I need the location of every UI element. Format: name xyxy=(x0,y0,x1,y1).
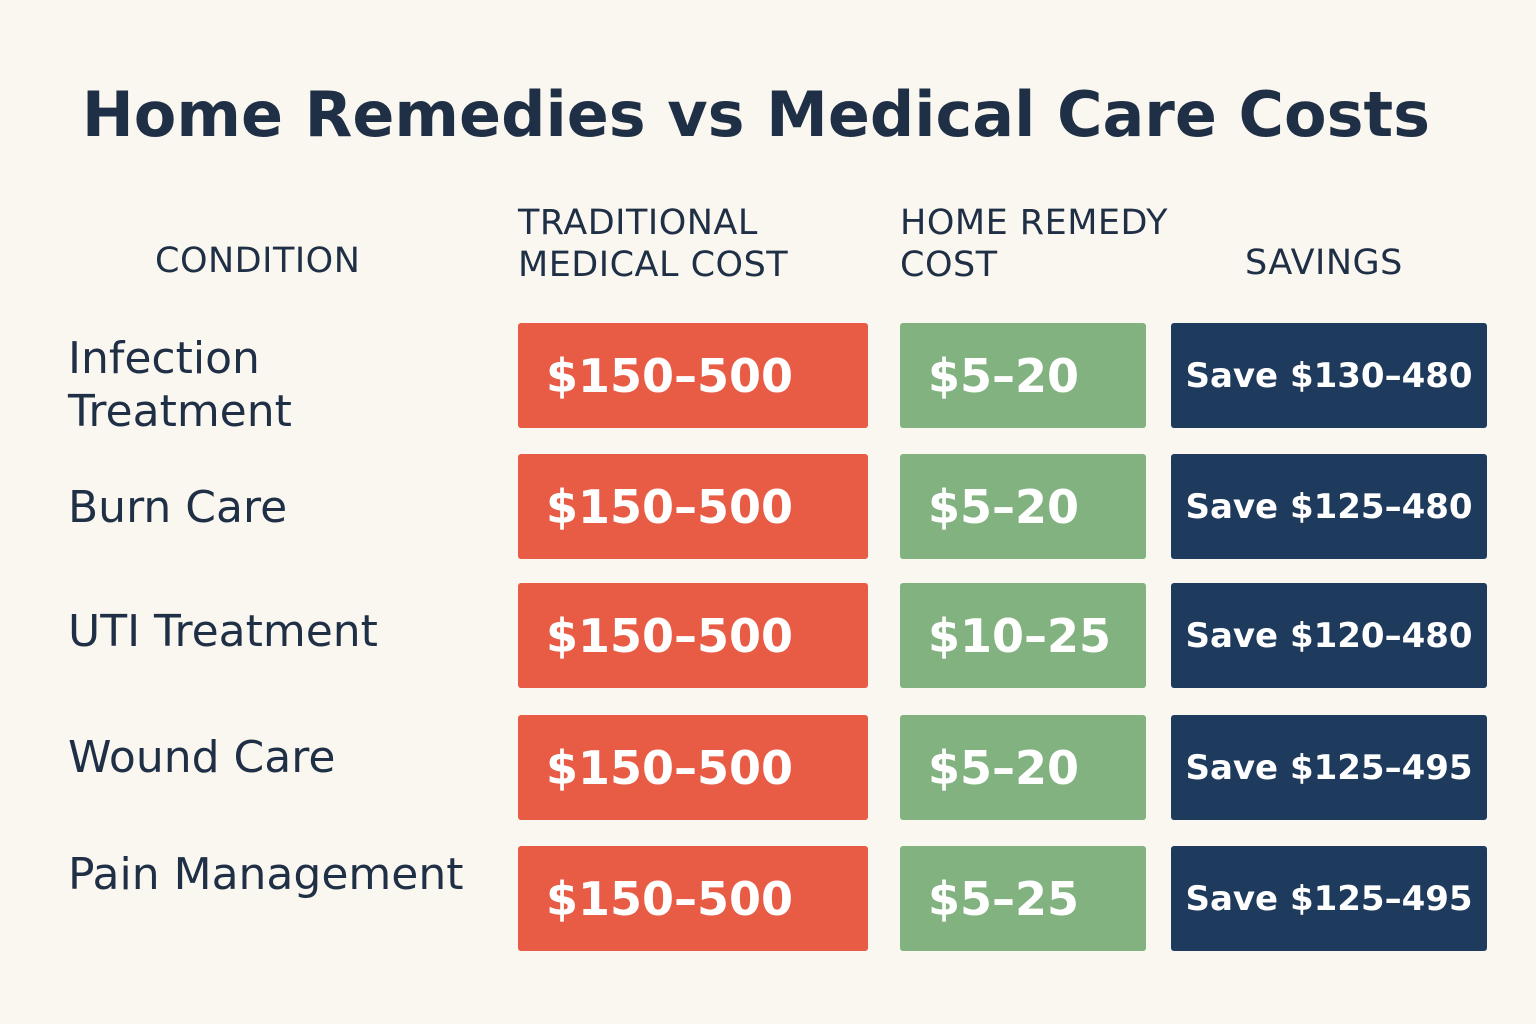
condition-label: UTI Treatment xyxy=(68,606,378,657)
home-remedy-cost-cell: $10–25 xyxy=(900,583,1146,688)
condition-label: Pain Management xyxy=(68,849,464,900)
column-header-home-remedy-cost: HOME REMEDY COST xyxy=(900,203,1168,285)
savings-cell: Save $120–480 xyxy=(1171,583,1487,688)
medical-cost-cell: $150–500 xyxy=(518,846,868,951)
savings-cell: Save $125–495 xyxy=(1171,846,1487,951)
column-header-condition: CONDITION xyxy=(155,241,361,281)
home-remedy-cost-cell: $5–20 xyxy=(900,454,1146,559)
column-header-medical-cost: TRADITIONAL MEDICAL COST xyxy=(518,203,789,285)
home-remedy-cost-cell: $5–25 xyxy=(900,846,1146,951)
home-remedy-cost-cell: $5–20 xyxy=(900,323,1146,428)
condition-label: Burn Care xyxy=(68,482,288,533)
medical-cost-cell: $150–500 xyxy=(518,323,868,428)
page-title: Home Remedies vs Medical Care Costs xyxy=(81,78,1431,151)
home-remedy-cost-cell: $5–20 xyxy=(900,715,1146,820)
condition-label: Infection Treatment xyxy=(68,333,292,437)
savings-cell: Save $125–495 xyxy=(1171,715,1487,820)
column-header-savings: SAVINGS xyxy=(1245,243,1403,283)
medical-cost-cell: $150–500 xyxy=(518,715,868,820)
medical-cost-cell: $150–500 xyxy=(518,454,868,559)
savings-cell: Save $125–480 xyxy=(1171,454,1487,559)
savings-cell: Save $130–480 xyxy=(1171,323,1487,428)
medical-cost-cell: $150–500 xyxy=(518,583,868,688)
condition-label: Wound Care xyxy=(68,732,336,783)
